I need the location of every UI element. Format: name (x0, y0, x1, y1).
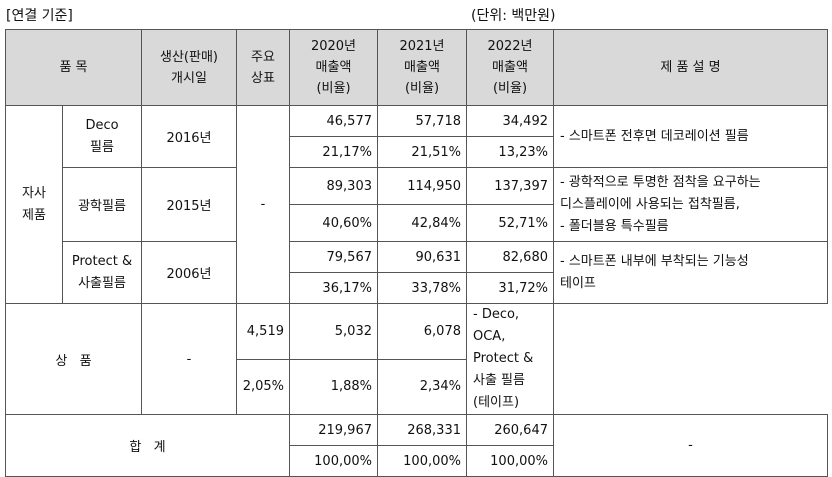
ratio-2021: 21,51% (377, 136, 467, 168)
ratio-2020: 40,60% (289, 204, 378, 242)
goods-sales-2020: 4,519 (236, 303, 290, 360)
launch-year: 2006년 (141, 241, 237, 304)
product-name-line: Protect & (71, 253, 133, 269)
header-2021-year: 2021년 (399, 39, 445, 54)
total-ratio-2020: 100,00% (289, 445, 378, 477)
product-name-optical: 광학필름 (62, 167, 142, 242)
header-2022: 2022년 매출액 (비율) (466, 29, 554, 106)
description-protect: - 스마트폰 내부에 부착되는 기능성 테이프 (553, 241, 828, 304)
launch-year: 2015년 (141, 167, 237, 242)
table-row: 21,17% 21,51% 13,23% (6, 136, 828, 168)
total-ratio-2022: 100,00% (466, 445, 554, 477)
header-2022-ratio: (비율) (492, 81, 528, 96)
header-brand: 주요 상표 (236, 29, 290, 106)
ratio-2022: 13,23% (466, 136, 554, 168)
ratio-2022: 31,72% (466, 272, 554, 304)
sales-2020: 79,567 (289, 241, 378, 273)
table-row: 상 품 - 4,519 5,032 6,078 - Deco, OCA, Pro… (5, 303, 828, 415)
product-name-line: Deco (85, 117, 119, 133)
table-row: 36,17% 33,78% 31,72% (6, 272, 828, 304)
header-2021-sales: 매출액 (404, 60, 440, 75)
product-name-deco: Deco 필름 (62, 105, 142, 168)
header-2022-sales: 매출액 (492, 60, 528, 75)
goods-sales-2021: 5,032 (289, 303, 378, 360)
description-line: - 스마트폰 전후면 데코레이션 필름 (560, 128, 749, 144)
sales-2021: 114,950 (377, 167, 467, 205)
total-sales-2020: 219,967 (289, 414, 378, 446)
header-item: 품 목 (5, 29, 142, 106)
goods-label: 상 품 (5, 303, 142, 415)
sales-2022: 34,492 (466, 105, 554, 137)
group-own-line1: 자사 (22, 185, 46, 201)
total-label: 합 계 (5, 414, 290, 477)
description-line: 테이프 (560, 275, 596, 291)
total-description: - (553, 414, 828, 477)
group-own-products: 자사 제품 (5, 105, 63, 304)
description-optical: - 광학적으로 투명한 점착을 요구하는 디스플레이에 사용되는 접착필름, -… (553, 167, 828, 242)
goods-ratio-2022: 2,34% (377, 358, 467, 415)
header-2020: 2020년 매출액 (비율) (289, 29, 378, 106)
product-name-line: 사출필름 (78, 275, 126, 291)
table-row: 자사 제품 Deco 필름 2016년 - 46,577 57,718 34,4… (5, 105, 828, 304)
total-sales-2022: 260,647 (466, 414, 554, 446)
sales-2021: 90,631 (377, 241, 467, 273)
description-line: - 광학적으로 투명한 점착을 요구하는 (560, 174, 761, 190)
sales-2020: 46,577 (289, 105, 378, 137)
ratio-2021: 33,78% (377, 272, 467, 304)
header-2020-ratio: (비율) (316, 81, 351, 96)
description-line: (테이프) (473, 395, 520, 410)
header-launch-line1: 생산(판매) (160, 49, 218, 65)
goods-launch: - (141, 303, 237, 415)
total-sales-2021: 268,331 (377, 414, 467, 446)
table-row: 40,60% 42,84% 52,71% (6, 204, 828, 242)
sales-2021: 57,718 (377, 105, 467, 137)
unit-basis-caption: [연결 기준] (6, 8, 73, 24)
sales-2022: 137,397 (466, 167, 554, 205)
table-row: 광학필름 2015년 89,303 114,950 137,397 - 광학적으… (6, 167, 828, 242)
header-brand-line2: 상표 (251, 70, 275, 86)
description-goods: - Deco, OCA, Protect & 사출 필름 (테이프) (466, 303, 554, 415)
sales-2022: 82,680 (466, 241, 554, 273)
header-launch-line2: 개시일 (171, 70, 207, 86)
brand-cell: - (236, 105, 290, 304)
ratio-2020: 36,17% (289, 272, 378, 304)
description-line: - Deco, OCA, Protect & 사출 필름 (473, 307, 534, 388)
product-name-line: 필름 (90, 139, 114, 155)
total-row: 합 계 219,967 268,331 260,647 - (5, 414, 828, 477)
description-line: 디스플레이에 사용되는 접착필름, (560, 196, 740, 212)
header-description: 제 품 설 명 (553, 29, 828, 106)
description-line: - 폴더블용 특수필름 (560, 218, 669, 234)
ratio-2021: 42,84% (377, 204, 467, 242)
table-row: Protect & 사출필름 2006년 79,567 90,631 82,68… (6, 241, 828, 304)
goods-ratio-2020: 2,05% (236, 358, 290, 415)
header-row: 품 목 생산(판매) 개시일 주요 상표 2020년 매출액 (비율) 2021… (5, 29, 828, 106)
header-brand-line1: 주요 (251, 49, 275, 65)
header-launch: 생산(판매) 개시일 (141, 29, 237, 106)
total-ratio-2021: 100,00% (377, 445, 467, 477)
product-name-protect: Protect & 사출필름 (62, 241, 142, 304)
goods-ratio-2021: 1,88% (289, 358, 378, 415)
ratio-2022: 52,71% (466, 204, 554, 242)
goods-sales-2022: 6,078 (377, 303, 467, 360)
unit-caption: (단위: 백만원) (471, 8, 556, 24)
header-2021: 2021년 매출액 (비율) (377, 29, 467, 106)
description-line: - 스마트폰 내부에 부착되는 기능성 (560, 253, 749, 269)
header-2020-sales: 매출액 (315, 60, 352, 75)
product-sales-table: 품 목 생산(판매) 개시일 주요 상표 2020년 매출액 (비율) 2021… (5, 29, 828, 477)
header-2020-year: 2020년 (310, 39, 357, 54)
group-own-line2: 제품 (22, 207, 46, 223)
header-2021-ratio: (비율) (404, 81, 440, 96)
sales-2020: 89,303 (289, 167, 378, 205)
launch-year: 2016년 (141, 105, 237, 168)
header-2022-year: 2022년 (487, 39, 533, 54)
table-row: 2,05% 1,88% 2,34% (6, 358, 828, 415)
ratio-2020: 21,17% (289, 136, 378, 168)
description-deco: - 스마트폰 전후면 데코레이션 필름 (553, 105, 828, 168)
